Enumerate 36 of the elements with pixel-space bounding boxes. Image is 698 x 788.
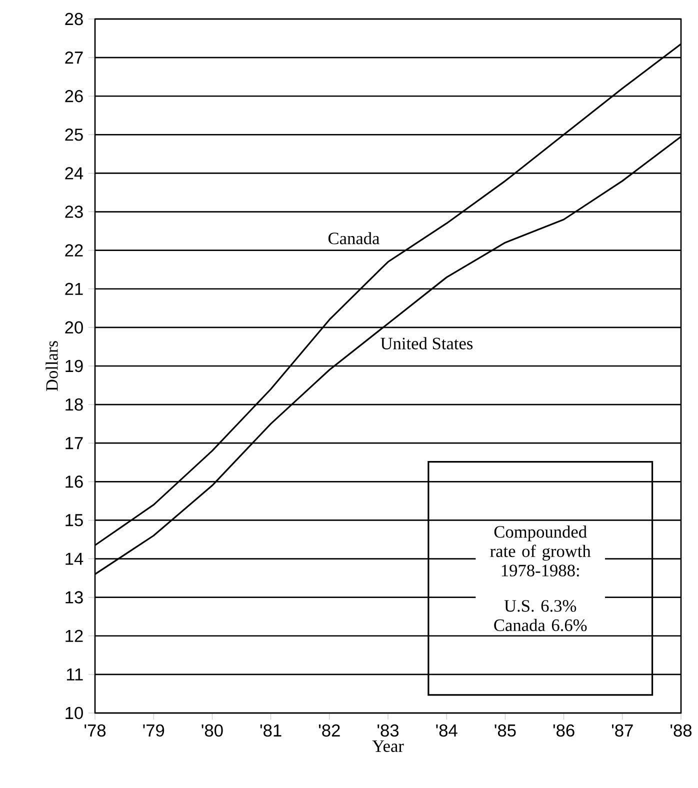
y-tick-label: 20 xyxy=(65,321,83,334)
x-tick-label: '85 xyxy=(494,724,516,737)
x-tick-label: '83 xyxy=(378,724,399,737)
series-label: United States xyxy=(380,337,473,350)
x-tick-label: '80 xyxy=(202,724,223,737)
y-tick-label: 22 xyxy=(65,244,83,256)
y-tick-label: 26 xyxy=(65,90,83,102)
y-tick-label: 17 xyxy=(66,437,83,450)
annotation: Compounded rate of growth 1978-1988: xyxy=(490,526,591,576)
y-tick-label: 13 xyxy=(66,591,83,604)
x-tick-label: '86 xyxy=(553,724,574,737)
x-tick-label: '81 xyxy=(260,724,282,737)
y-tick-label: 23 xyxy=(65,206,83,218)
x-axis-title: Year xyxy=(372,740,404,752)
x-tick-label: '82 xyxy=(318,724,340,737)
annotation: U.S. 6.3% Canada 6.6% xyxy=(494,600,587,632)
x-tick-label: '87 xyxy=(612,724,633,737)
x-tick-label: '88 xyxy=(670,724,692,737)
y-tick-label: 15 xyxy=(66,514,83,526)
y-tick-label: 25 xyxy=(65,128,83,141)
y-tick-label: 24 xyxy=(65,167,84,180)
y-tick-label: 11 xyxy=(66,668,83,680)
y-tick-label: 21 xyxy=(65,282,83,295)
x-tick-label: '84 xyxy=(436,724,458,737)
y-tick-label: 19 xyxy=(66,360,83,372)
x-tick-label: '79 xyxy=(143,724,164,737)
series-label: Canada xyxy=(328,232,380,244)
y-tick-label: 28 xyxy=(65,12,83,26)
y-tick-label: 16 xyxy=(66,476,83,488)
y-tick-label: 10 xyxy=(66,706,83,720)
x-tick-label: '78 xyxy=(84,724,106,737)
y-tick-label: 18 xyxy=(66,398,83,411)
y-axis-title: Dollars xyxy=(46,341,58,392)
y-tick-label: 27 xyxy=(65,51,83,64)
y-tick-label: 14 xyxy=(66,552,84,565)
y-tick-label: 12 xyxy=(66,630,83,642)
